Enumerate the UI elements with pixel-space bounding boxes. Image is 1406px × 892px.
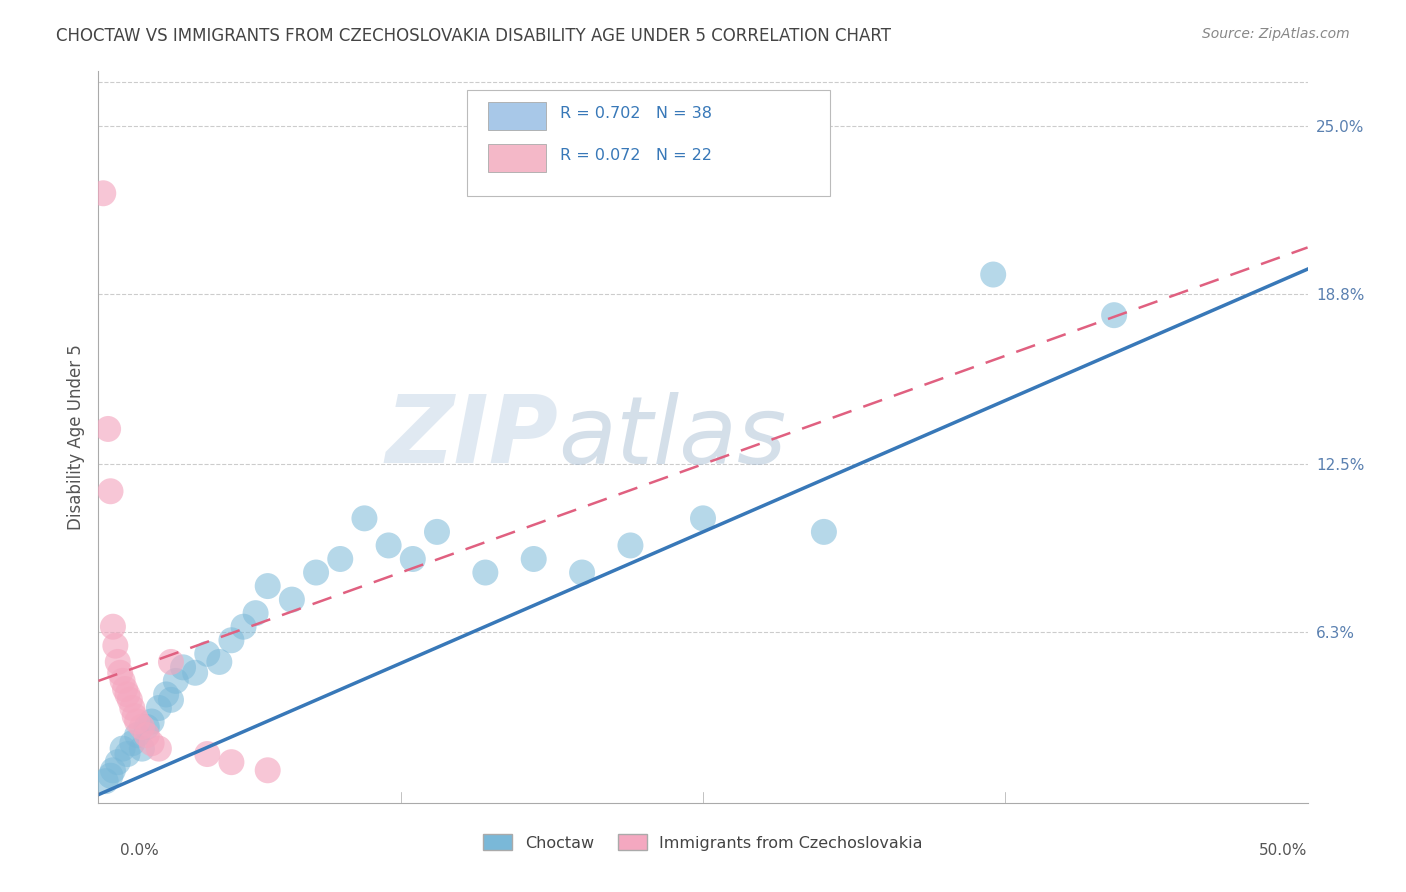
Point	[208, 655, 231, 669]
Point	[402, 552, 425, 566]
Point	[121, 736, 143, 750]
Point	[127, 714, 149, 729]
Point	[141, 736, 163, 750]
Text: CHOCTAW VS IMMIGRANTS FROM CZECHOSLOVAKIA DISABILITY AGE UNDER 5 CORRELATION CHA: CHOCTAW VS IMMIGRANTS FROM CZECHOSLOVAKI…	[56, 27, 891, 45]
Point	[981, 268, 1004, 282]
Point	[100, 769, 122, 783]
Point	[377, 538, 399, 552]
Point	[221, 633, 243, 648]
Point	[184, 665, 207, 680]
Point	[232, 620, 254, 634]
Point	[523, 552, 546, 566]
Legend: Choctaw, Immigrants from Czechoslovakia: Choctaw, Immigrants from Czechoslovakia	[477, 828, 929, 857]
Point	[127, 728, 149, 742]
Point	[426, 524, 449, 539]
Point	[813, 524, 835, 539]
Point	[692, 511, 714, 525]
Point	[160, 693, 183, 707]
Point	[104, 639, 127, 653]
Point	[107, 755, 129, 769]
Point	[111, 741, 134, 756]
Point	[195, 747, 218, 761]
Point	[114, 681, 136, 696]
Point	[101, 764, 124, 778]
Point	[100, 484, 122, 499]
Point	[94, 774, 117, 789]
Point	[329, 552, 352, 566]
Point	[155, 688, 177, 702]
Point	[131, 720, 153, 734]
Point	[124, 709, 146, 723]
Point	[97, 422, 120, 436]
Point	[281, 592, 304, 607]
Point	[135, 728, 157, 742]
Text: 50.0%: 50.0%	[1260, 843, 1308, 858]
Point	[165, 673, 187, 688]
FancyBboxPatch shape	[488, 102, 546, 130]
Text: 0.0%: 0.0%	[120, 843, 159, 858]
Point	[221, 755, 243, 769]
Point	[148, 701, 170, 715]
Text: Source: ZipAtlas.com: Source: ZipAtlas.com	[1202, 27, 1350, 41]
Point	[141, 714, 163, 729]
Point	[172, 660, 194, 674]
Text: R = 0.702   N = 38: R = 0.702 N = 38	[561, 106, 713, 121]
Point	[160, 655, 183, 669]
Point	[101, 620, 124, 634]
Point	[117, 747, 139, 761]
Point	[108, 665, 131, 680]
Point	[245, 606, 267, 620]
FancyBboxPatch shape	[467, 90, 830, 195]
Point	[135, 720, 157, 734]
Point	[118, 693, 141, 707]
Text: ZIP: ZIP	[385, 391, 558, 483]
Point	[117, 688, 139, 702]
Text: R = 0.072   N = 22: R = 0.072 N = 22	[561, 148, 713, 163]
Point	[195, 647, 218, 661]
Point	[121, 701, 143, 715]
Point	[111, 673, 134, 688]
FancyBboxPatch shape	[488, 144, 546, 171]
Y-axis label: Disability Age Under 5: Disability Age Under 5	[66, 344, 84, 530]
Point	[148, 741, 170, 756]
Point	[256, 764, 278, 778]
Text: atlas: atlas	[558, 392, 786, 483]
Point	[91, 186, 114, 201]
Point	[1102, 308, 1125, 322]
Point	[474, 566, 496, 580]
Point	[256, 579, 278, 593]
Point	[353, 511, 375, 525]
Point	[571, 566, 593, 580]
Point	[305, 566, 328, 580]
Point	[107, 655, 129, 669]
Point	[619, 538, 641, 552]
Point	[131, 741, 153, 756]
